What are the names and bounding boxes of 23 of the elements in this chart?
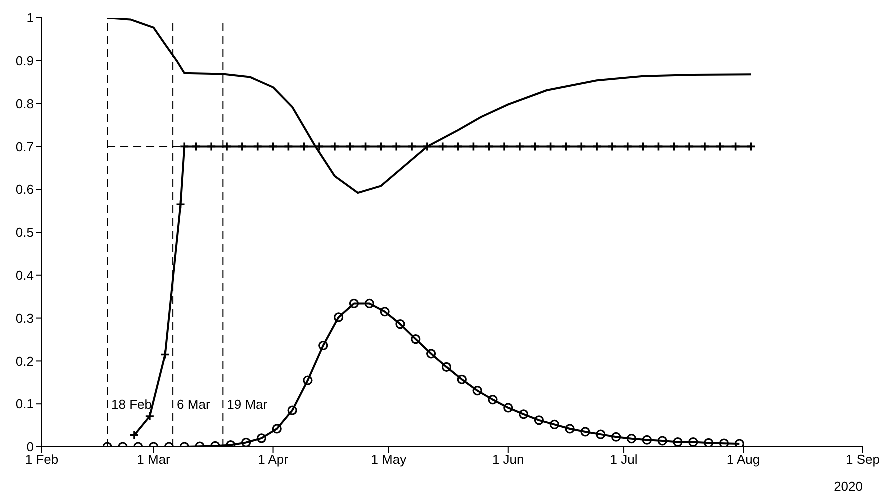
x-tick-label: 1 Apr — [258, 452, 290, 468]
y-tick-label: 0.6 — [16, 182, 34, 198]
y-tick-label: 0.9 — [16, 54, 34, 69]
x-tick-label: 1 Aug — [726, 452, 760, 468]
ref-line-label: 18 Feb — [112, 397, 152, 412]
y-tick-label: 0.2 — [16, 354, 34, 369]
y-tick-label: 0.1 — [16, 396, 34, 412]
x-tick-label: 1 Jun — [492, 452, 524, 468]
y-tick-label: 0 — [26, 440, 34, 455]
y-tick-label: 0.7 — [16, 139, 34, 154]
y-tick-label: 0.5 — [16, 225, 34, 240]
x-tick-label: 1 Mar — [137, 452, 172, 468]
x-tick-label: 1 May — [371, 452, 408, 468]
x-tick-label: 1 Jul — [610, 452, 638, 468]
x-tick-label: 1 Feb — [25, 452, 59, 468]
ref-line-label: 6 Mar — [177, 397, 211, 412]
y-tick-label: 0.4 — [16, 268, 34, 284]
y-tick-label: 1 — [26, 10, 34, 26]
ref-line-label: 19 Mar — [227, 397, 268, 412]
y-tick-label: 0.3 — [16, 310, 34, 326]
x-tick-label: 1 Sep — [846, 452, 880, 468]
y-tick-label: 0.8 — [16, 96, 34, 112]
x-axis-title: 2020 — [834, 479, 863, 494]
